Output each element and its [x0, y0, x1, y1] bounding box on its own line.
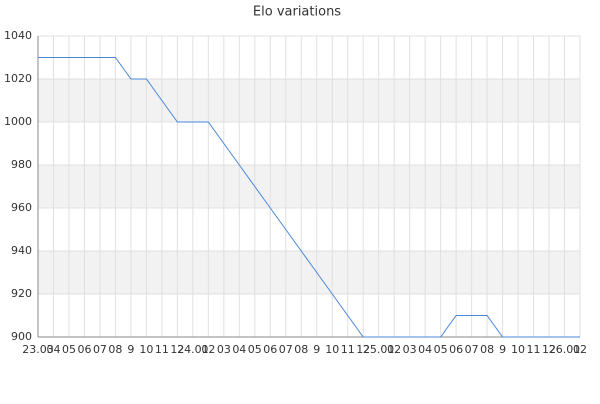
x-tick-label: 08: [480, 343, 494, 356]
x-tick-label: 11: [527, 343, 541, 356]
x-tick-label: 03: [217, 343, 231, 356]
band: [38, 251, 580, 294]
x-tick-label: 08: [294, 343, 308, 356]
x-tick-label: 02: [201, 343, 215, 356]
x-tick-label: 24.01: [177, 343, 209, 356]
x-tick-label: 10: [325, 343, 339, 356]
x-tick-label: 10: [139, 343, 153, 356]
x-tick-label: 9: [313, 343, 320, 356]
x-tick-label: 11: [155, 343, 169, 356]
x-tick-label: 9: [127, 343, 134, 356]
x-tick-label: 05: [62, 343, 76, 356]
y-tick-label: 920: [11, 287, 32, 300]
x-tick-label: 12: [356, 343, 370, 356]
x-tick-label: 25.01: [363, 343, 395, 356]
x-tick-label: 02: [573, 343, 587, 356]
x-tick-label: 04: [418, 343, 432, 356]
x-tick-label: 26.01: [549, 343, 581, 356]
band: [38, 79, 580, 122]
y-tick-label: 1020: [4, 72, 32, 85]
x-tick-label: 06: [449, 343, 463, 356]
x-tick-label: 9: [499, 343, 506, 356]
x-tick-label: 10: [511, 343, 525, 356]
y-tick-label: 940: [11, 244, 32, 257]
x-tick-label: 06: [77, 343, 91, 356]
line: [38, 57, 580, 338]
x-tick-label: 07: [465, 343, 479, 356]
x-tick-label: 06: [263, 343, 277, 356]
x-tick-label: 03: [403, 343, 417, 356]
x-tick-label: 23.03: [22, 343, 54, 356]
y-tick-label: 900: [11, 330, 32, 343]
x-tick-label: 07: [279, 343, 293, 356]
band: [38, 165, 580, 208]
x-tick-label: 12: [170, 343, 184, 356]
y-tick-label: 1000: [4, 115, 32, 128]
y-tick-label: 960: [11, 201, 32, 214]
x-tick-label: 02: [387, 343, 401, 356]
x-tick-label: 05: [434, 343, 448, 356]
x-tick-label: 08: [108, 343, 122, 356]
x-tick-label: 04: [232, 343, 246, 356]
x-tick-label: 05: [248, 343, 262, 356]
x-tick-label: 07: [93, 343, 107, 356]
y-tick-label: 980: [11, 158, 32, 171]
x-tick-label: 04: [46, 343, 60, 356]
x-tick-label: 11: [341, 343, 355, 356]
chart-title: Elo variations: [253, 5, 341, 20]
x-tick-label: 12: [542, 343, 556, 356]
y-tick-label: 1040: [4, 29, 32, 42]
